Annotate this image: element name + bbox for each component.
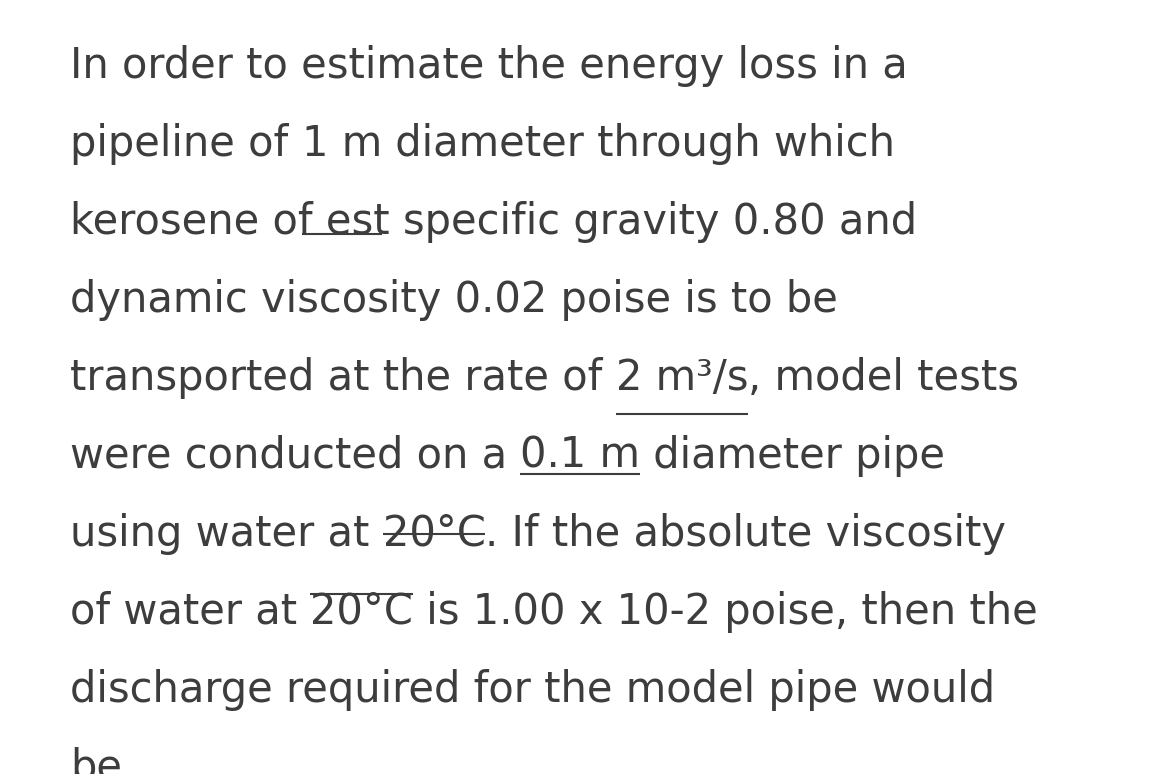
Text: 20°C: 20°C (383, 513, 486, 555)
Text: diameter through which: diameter through which (381, 123, 895, 165)
Text: pipeline of: pipeline of (70, 123, 302, 165)
Text: . If the absolute viscosity: . If the absolute viscosity (486, 513, 1006, 555)
Text: 1 m: 1 m (302, 123, 381, 165)
Text: were conducted on a: were conducted on a (70, 435, 521, 477)
Text: , model tests: , model tests (748, 357, 1019, 399)
Text: be: be (70, 747, 122, 774)
Text: using water at: using water at (70, 513, 383, 555)
Text: is 1.00 x 10-2 poise, then the: is 1.00 x 10-2 poise, then the (413, 591, 1038, 633)
Text: In order to estimate the energy loss in a: In order to estimate the energy loss in … (70, 45, 908, 87)
Text: transported at the rate of: transported at the rate of (70, 357, 615, 399)
Text: 2 m³/s: 2 m³/s (615, 357, 748, 399)
Text: diameter pipe: diameter pipe (640, 435, 945, 477)
Text: 20°C: 20°C (310, 591, 413, 633)
Text: discharge required for the model pipe would: discharge required for the model pipe wo… (70, 669, 996, 711)
Text: 0.1 m: 0.1 m (521, 435, 640, 477)
Text: of water at: of water at (70, 591, 310, 633)
Text: dynamic viscosity 0.02 poise is to be: dynamic viscosity 0.02 poise is to be (70, 279, 838, 321)
Text: kerosene of est specific gravity 0.80 and: kerosene of est specific gravity 0.80 an… (70, 201, 917, 243)
